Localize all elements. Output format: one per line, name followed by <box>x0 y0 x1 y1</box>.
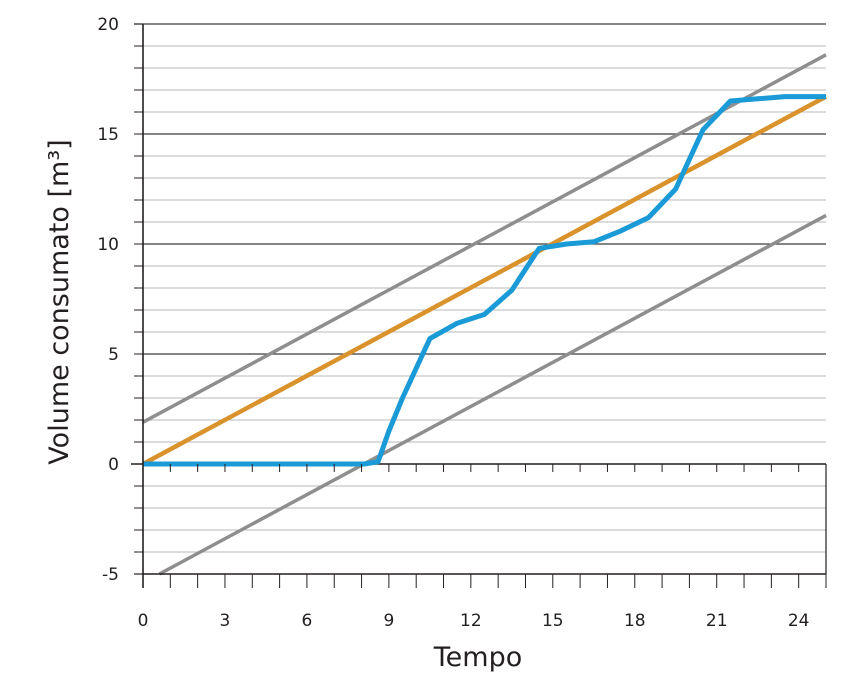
y-tick-label: 15 <box>97 125 119 145</box>
x-axis-title: Tempo <box>433 642 522 673</box>
series-line-upper-bound <box>142 53 827 424</box>
x-tick-label: 24 <box>788 611 810 631</box>
label-layer: -5 0 5 10 15 20 0 3 6 9 12 15 18 21 24 <box>97 15 809 631</box>
x-tick-label: 15 <box>542 611 564 631</box>
y-tick-label: 5 <box>108 345 119 365</box>
x-tick-label: 9 <box>383 611 394 631</box>
y-tick-label: 0 <box>108 455 119 475</box>
y-tick-label: 20 <box>97 15 119 35</box>
series-layer <box>141 53 828 576</box>
x-tick-label: 12 <box>460 611 482 631</box>
y-tick-label: 10 <box>97 235 119 255</box>
series-line-consumption <box>143 94 826 467</box>
x-tick-label: 21 <box>706 611 728 631</box>
y-axis-title: Volume consumato [m³] <box>44 139 75 464</box>
x-tick-label: 6 <box>302 611 313 631</box>
x-tick-label: 3 <box>220 611 231 631</box>
grid-layer <box>131 23 826 553</box>
y-tick-label: -5 <box>102 565 119 585</box>
x-tick-label: 0 <box>138 611 149 631</box>
series-line-lower-bound <box>158 213 827 576</box>
axis-layer <box>134 23 827 588</box>
series-line-trend <box>141 94 828 466</box>
x-tick-label: 18 <box>624 611 646 631</box>
